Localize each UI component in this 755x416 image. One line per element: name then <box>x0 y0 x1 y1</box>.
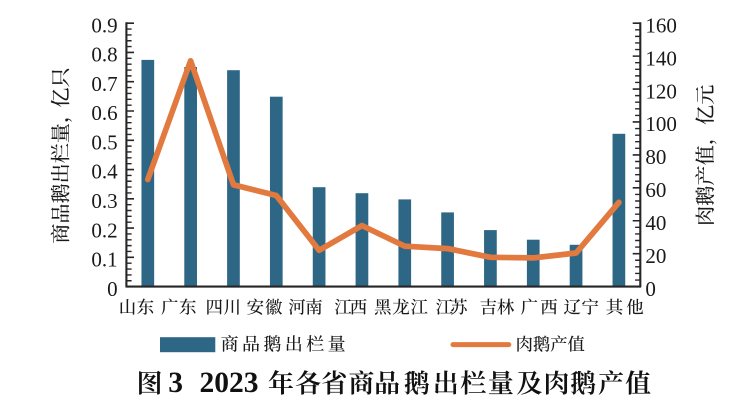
svg-text:0.9: 0.9 <box>91 13 117 37</box>
svg-text:0.3: 0.3 <box>91 189 117 213</box>
svg-text:0: 0 <box>645 277 656 301</box>
svg-text:0.1: 0.1 <box>91 248 117 272</box>
svg-text:0.2: 0.2 <box>91 218 117 242</box>
svg-text:120: 120 <box>645 79 677 103</box>
svg-text:60: 60 <box>645 178 666 202</box>
svg-text:20: 20 <box>645 244 666 268</box>
svg-text:160: 160 <box>645 13 677 37</box>
svg-text:0.6: 0.6 <box>91 101 117 125</box>
svg-text:40: 40 <box>645 211 666 235</box>
svg-text:3: 3 <box>168 367 183 399</box>
svg-text:0.7: 0.7 <box>91 72 117 96</box>
svg-text:0.5: 0.5 <box>91 131 117 155</box>
svg-text:0.8: 0.8 <box>91 43 117 67</box>
svg-text:2023: 2023 <box>200 367 259 399</box>
svg-text:0.4: 0.4 <box>91 160 118 184</box>
svg-text:140: 140 <box>645 46 677 70</box>
svg-text:0: 0 <box>107 277 118 301</box>
svg-text:100: 100 <box>645 112 677 136</box>
svg-text:80: 80 <box>645 145 666 169</box>
